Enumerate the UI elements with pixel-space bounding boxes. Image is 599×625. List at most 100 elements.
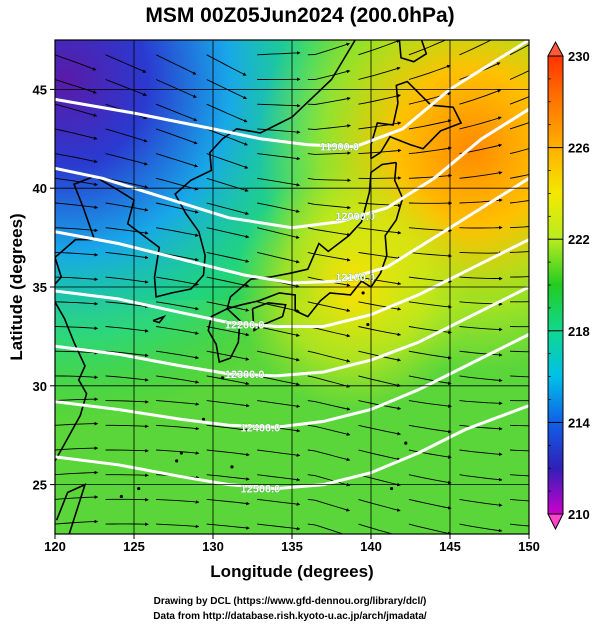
streamline <box>358 498 401 512</box>
streamline <box>459 116 502 130</box>
streamline <box>459 40 492 56</box>
streamline <box>206 202 249 215</box>
streamline <box>105 79 147 96</box>
streamline <box>206 251 250 263</box>
contour-label: 11900.0 <box>320 142 359 154</box>
streamline <box>206 474 250 481</box>
streamline <box>257 498 301 506</box>
streamline <box>105 177 149 189</box>
streamline <box>155 54 197 75</box>
streamline <box>509 523 529 527</box>
colorbar-tick-label: 226 <box>568 141 590 156</box>
streamline <box>509 276 529 278</box>
streamline <box>408 400 452 408</box>
y-tick-label: 25 <box>33 478 47 493</box>
streamline <box>105 301 149 309</box>
contour-label: 12100.0 <box>335 272 375 284</box>
island <box>119 494 123 499</box>
streamline <box>257 449 301 457</box>
colorbar-max-arrow <box>547 40 564 57</box>
streamline <box>408 146 452 155</box>
x-tick-label: 135 <box>281 539 303 554</box>
streamline <box>459 424 503 431</box>
streamline <box>408 523 452 534</box>
streamline <box>105 424 149 429</box>
streamline <box>206 523 250 530</box>
streamline <box>156 202 199 214</box>
streamline <box>408 375 452 385</box>
streamline <box>105 202 149 212</box>
streamline <box>307 350 351 363</box>
streamline <box>509 122 529 130</box>
streamline <box>509 200 529 204</box>
coastline <box>55 257 88 462</box>
streamline <box>358 66 401 80</box>
streamline <box>55 519 99 525</box>
streamline <box>307 202 351 210</box>
streamline <box>408 350 452 360</box>
streamline <box>55 375 99 379</box>
contour-line <box>55 404 529 491</box>
streamline <box>55 397 99 402</box>
contour-label: 12200.0 <box>225 320 265 332</box>
streamline <box>105 473 149 478</box>
coastline <box>55 40 356 298</box>
streamline <box>307 151 351 155</box>
chart-title: MSM 00Z05Jun2024 (200.0hPa) <box>145 4 454 27</box>
streamline <box>206 498 250 506</box>
streamline <box>509 148 529 155</box>
streamline <box>206 153 249 169</box>
streamline <box>257 474 301 482</box>
y-axis-label: Latitude (degrees) <box>7 213 26 360</box>
streamline <box>257 400 301 408</box>
streamline <box>358 326 402 337</box>
x-axis-label: Longitude (degrees) <box>210 562 373 581</box>
streamline <box>307 498 350 512</box>
streamline <box>358 176 402 180</box>
streamline <box>307 301 351 313</box>
contour-label: 12000.0 <box>335 211 375 223</box>
streamline <box>105 54 147 73</box>
streamline <box>509 375 529 378</box>
streamline <box>509 251 529 253</box>
streamline <box>55 128 98 140</box>
streamline <box>358 227 402 235</box>
island <box>389 486 394 491</box>
streamline <box>358 375 401 387</box>
streamline <box>307 96 351 105</box>
contour-line <box>55 285 529 378</box>
x-tick-label: 145 <box>439 539 461 554</box>
streamline <box>156 227 199 237</box>
streamline <box>105 276 149 284</box>
streamline <box>408 119 452 130</box>
island <box>366 322 370 327</box>
coastline <box>207 307 241 364</box>
streamline <box>408 449 452 459</box>
colorbar-tick-label: 218 <box>568 324 590 339</box>
streamline <box>105 128 148 143</box>
streamline <box>509 70 529 80</box>
y-axis-ticks: 25 30 35 40 45 <box>33 82 55 493</box>
streamline <box>509 226 529 229</box>
streamline <box>206 350 250 361</box>
island <box>230 465 234 469</box>
streamline <box>55 301 99 306</box>
streamline <box>105 400 149 404</box>
streamline <box>155 103 198 122</box>
streamline <box>55 103 98 117</box>
streamline <box>459 498 503 507</box>
island <box>179 451 183 455</box>
x-tick-label: 120 <box>44 539 66 554</box>
streamline <box>408 474 452 485</box>
contour-line <box>55 238 529 328</box>
x-tick-label: 130 <box>202 539 224 554</box>
coastline <box>152 314 167 324</box>
streamline <box>459 449 503 456</box>
y-tick-label: 40 <box>33 181 47 196</box>
streamline <box>510 301 529 303</box>
streamline <box>358 94 401 105</box>
streamline <box>459 523 503 533</box>
streamline <box>105 251 149 260</box>
streamline <box>358 276 402 286</box>
